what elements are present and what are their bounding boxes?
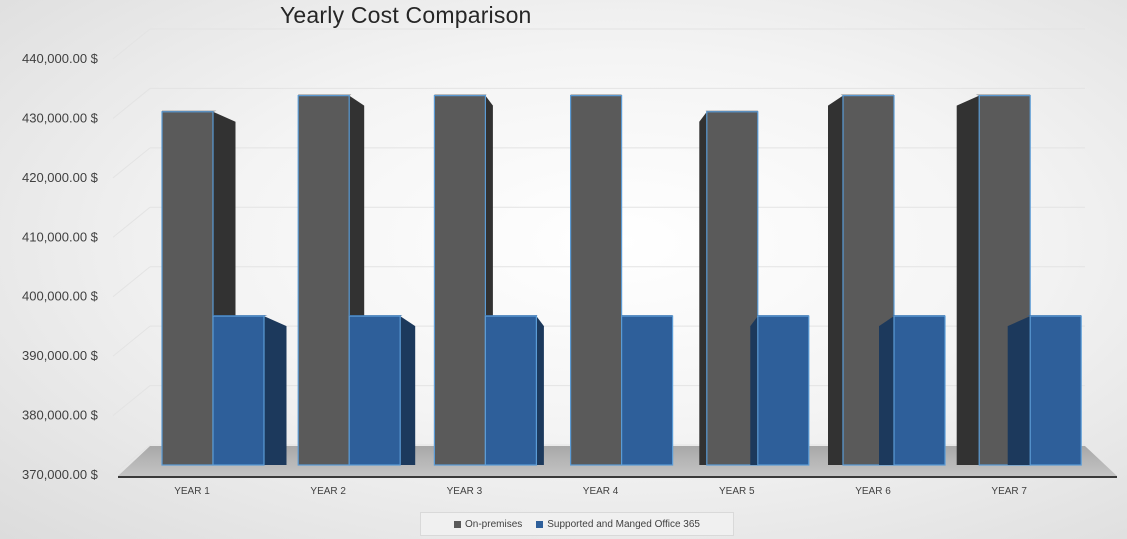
legend: On-premises Supported and Manged Office … <box>420 512 734 536</box>
y-tick-label: 390,000.00 $ <box>22 348 99 363</box>
gridline <box>112 28 151 60</box>
bar-front-face <box>212 315 265 466</box>
y-tick-label: 400,000.00 $ <box>22 289 99 304</box>
bar-side-face <box>879 316 894 465</box>
bar-side-face <box>1007 316 1031 465</box>
y-tick-label: 410,000.00 $ <box>22 229 99 244</box>
x-tick-label: YEAR 7 <box>991 486 1027 497</box>
x-tick-label: YEAR 3 <box>447 486 483 497</box>
gridline <box>112 266 151 298</box>
bars <box>161 94 1082 466</box>
y-tick-label: 430,000.00 $ <box>22 110 99 125</box>
gridline <box>112 147 151 179</box>
bar-front-face <box>1029 315 1082 466</box>
bar-office-365 <box>620 315 674 466</box>
x-axis: YEAR 1 YEAR 2 YEAR 3 YEAR 4 YEAR 5 YEAR 6 YEAR… <box>174 486 1027 497</box>
bar-front-face <box>706 111 759 466</box>
gridline <box>112 385 151 416</box>
gridline <box>112 88 151 119</box>
legend-item-on-premises: On-premises <box>454 519 522 530</box>
bar-office-365 <box>348 315 416 466</box>
legend-label: On-premises <box>465 518 523 530</box>
bar-front-face <box>161 111 214 466</box>
bar-front-face <box>893 315 946 466</box>
bar-front-face <box>484 315 537 466</box>
bar-on-premises <box>569 94 623 466</box>
bar-on-premises <box>699 110 759 466</box>
y-tick-label: 380,000.00 $ <box>22 408 99 423</box>
bar-side-face <box>400 316 416 465</box>
legend-label: Supported and Manged Office 365 <box>547 518 700 530</box>
bar-front-face <box>433 95 486 466</box>
bar-office-365 <box>212 315 287 466</box>
bar-side-face <box>956 95 980 465</box>
bar-office-365 <box>1007 315 1082 466</box>
legend-item-office-365: Supported and Manged Office 365 <box>536 519 700 530</box>
legend-swatch <box>454 520 462 528</box>
legend-swatch <box>536 520 544 528</box>
bar-side-face <box>828 95 843 465</box>
y-axis: 440,000.00 $ 430,000.00 $ 420,000.00 $ 410,… <box>22 51 99 482</box>
bar-front-face <box>569 95 623 466</box>
x-tick-label: YEAR 5 <box>719 486 755 497</box>
x-tick-label: YEAR 2 <box>310 486 346 497</box>
x-tick-label: YEAR 4 <box>583 486 619 497</box>
bar-side-face <box>750 316 758 465</box>
gridline <box>112 444 151 476</box>
x-tick-label: YEAR 6 <box>855 486 891 497</box>
chart-title: Yearly Cost Comparison <box>280 2 532 28</box>
bar-side-face <box>264 316 287 465</box>
gridline <box>112 325 151 357</box>
bar-office-365 <box>879 315 946 466</box>
x-tick-label: YEAR 1 <box>174 486 210 497</box>
bar-on-premises <box>433 94 493 466</box>
bar-front-face <box>620 315 674 466</box>
bar-front-face <box>297 95 350 466</box>
bar-front-face <box>978 95 1031 466</box>
y-tick-label: 440,000.00 $ <box>22 51 99 66</box>
gridline <box>112 206 151 238</box>
bar-office-365 <box>750 315 810 466</box>
y-tick-label: 420,000.00 $ <box>22 170 99 185</box>
bar-office-365 <box>484 315 544 466</box>
y-tick-label: 370,000.00 $ <box>22 467 99 482</box>
bar-side-face <box>699 111 707 465</box>
bar-side-face <box>536 316 544 465</box>
bar-front-face <box>757 315 810 466</box>
bar-on-premises <box>956 94 1031 466</box>
bar-front-face <box>348 315 401 466</box>
